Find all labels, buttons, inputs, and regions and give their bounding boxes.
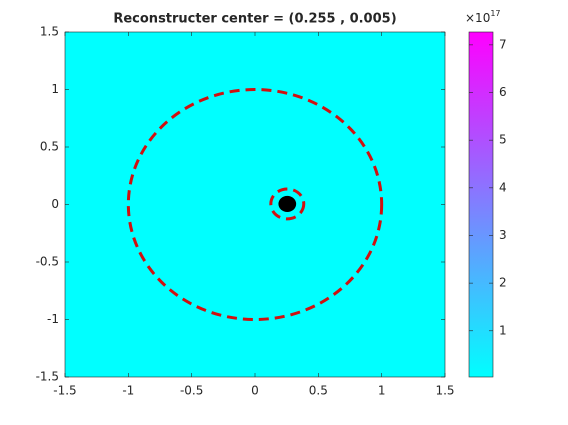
y-tick-label: 0.5 bbox=[40, 140, 59, 154]
colorbar-tick-label: 7 bbox=[499, 37, 507, 51]
plot-frame bbox=[64, 31, 446, 378]
colorbar-tick-label: 5 bbox=[499, 133, 507, 147]
colorbar-tick-label: 6 bbox=[499, 85, 507, 99]
y-tick-label: 1.5 bbox=[40, 25, 59, 39]
colorbar-tick-label: 3 bbox=[499, 228, 507, 242]
x-tick-label: 0 bbox=[251, 384, 259, 398]
y-tick-label: -1.5 bbox=[36, 370, 59, 384]
x-tick-label: 1 bbox=[378, 384, 386, 398]
y-tick-label: -0.5 bbox=[36, 255, 59, 269]
colorbar-tick-label: 2 bbox=[499, 276, 507, 290]
colorbar bbox=[468, 31, 494, 378]
y-tick-label: -1 bbox=[47, 312, 59, 326]
dashed-circle bbox=[269, 187, 306, 221]
colorbar-tick-label: 4 bbox=[499, 180, 507, 194]
colorbar-tick-label: 1 bbox=[499, 323, 507, 337]
x-tick-label: 0.5 bbox=[309, 384, 328, 398]
colorbar-scale-exponent: 17 bbox=[490, 9, 500, 18]
center-point bbox=[278, 195, 297, 212]
colorbar-scale-base: ×10 bbox=[465, 11, 490, 25]
chart-title: Reconstructer center = (0.255 , 0.005) bbox=[113, 12, 396, 27]
y-tick-label: 1 bbox=[51, 82, 59, 96]
x-tick-label: -0.5 bbox=[180, 384, 203, 398]
x-tick-label: 1.5 bbox=[435, 384, 454, 398]
dashed-circle bbox=[126, 88, 384, 321]
plot-background bbox=[65, 32, 445, 377]
colorbar-scale: ×1017 bbox=[465, 9, 501, 25]
y-tick-label: 0 bbox=[51, 197, 59, 211]
x-tick-label: -1 bbox=[122, 384, 134, 398]
x-tick-label: -1.5 bbox=[53, 384, 76, 398]
